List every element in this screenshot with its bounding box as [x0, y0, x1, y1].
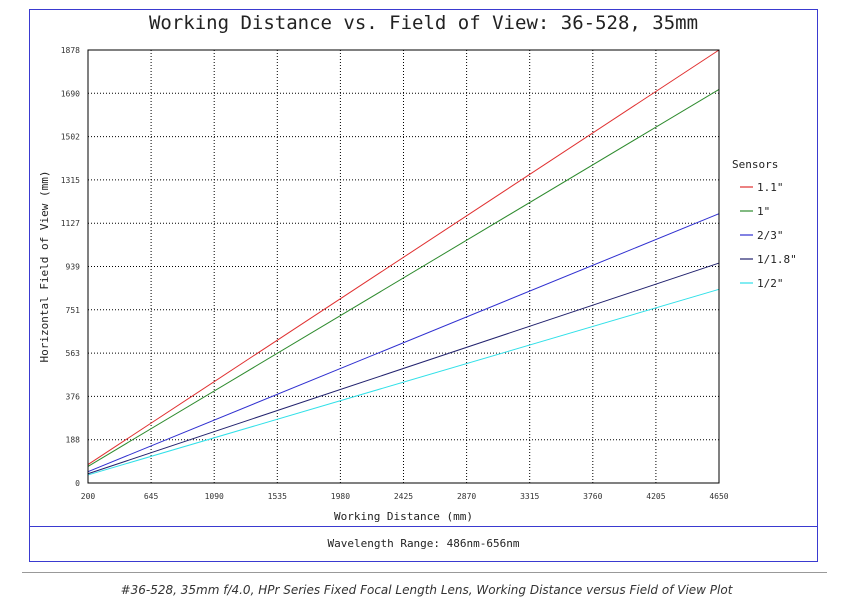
x-tick-label: 1535 — [268, 492, 287, 501]
y-tick-label: 1502 — [61, 133, 80, 142]
legend: Sensors 1.1" 1" 2/3" 1/1.8" 1/2" — [732, 158, 797, 290]
wavelength-range: Wavelength Range: 486nm-656nm — [327, 537, 520, 550]
y-tick-label: 751 — [66, 306, 81, 315]
x-tick-label: 2870 — [457, 492, 476, 501]
y-tick-label: 939 — [66, 263, 81, 272]
y-tick-label: 1878 — [61, 46, 80, 55]
x-tick-label: 1980 — [331, 492, 350, 501]
legend-entry: 1" — [757, 205, 770, 218]
x-tick-label: 2425 — [394, 492, 413, 501]
figure-caption: #36-528, 35mm f/4.0, HPr Series Fixed Fo… — [120, 583, 733, 597]
series-line — [87, 288, 720, 476]
x-tick-label: 1090 — [205, 492, 224, 501]
series-lines — [87, 49, 720, 476]
tick-labels: 200 645 1090 1535 1980 2425 2870 3315 3760 4205 46… — [61, 46, 729, 501]
x-tick-label: 200 — [81, 492, 96, 501]
y-tick-label: 1127 — [61, 219, 80, 228]
y-tick-label: 188 — [66, 436, 81, 445]
legend-title: Sensors — [732, 158, 778, 171]
x-tick-label: 4650 — [709, 492, 728, 501]
y-tick-label: 563 — [66, 349, 81, 358]
series-line — [87, 262, 720, 475]
legend-entry: 2/3" — [757, 229, 784, 242]
y-tick-label: 1315 — [61, 176, 80, 185]
x-tick-label: 3760 — [583, 492, 602, 501]
legend-entry: 1/1.8" — [757, 253, 797, 266]
caption-divider — [22, 572, 827, 573]
series-line — [87, 49, 720, 465]
legend-entry: 1/2" — [757, 277, 784, 290]
x-tick-label: 4205 — [646, 492, 665, 501]
series-line — [87, 213, 720, 473]
x-tick-label: 3315 — [520, 492, 539, 501]
grid — [88, 50, 719, 483]
series-line — [87, 88, 720, 467]
y-tick-label: 1690 — [61, 89, 80, 98]
x-axis-label: Working Distance (mm) — [334, 510, 473, 523]
y-tick-label: 376 — [66, 392, 81, 401]
y-tick-label: 0 — [75, 479, 80, 488]
y-axis-label: Horizontal Field of View (mm) — [38, 170, 51, 362]
footer-divider — [29, 526, 818, 527]
chart-title: Working Distance vs. Field of View: 36-5… — [148, 12, 699, 34]
plot-area-border — [87, 49, 720, 484]
legend-entry: 1.1" — [757, 181, 784, 194]
chart-frame — [29, 9, 818, 562]
x-tick-label: 645 — [144, 492, 159, 501]
